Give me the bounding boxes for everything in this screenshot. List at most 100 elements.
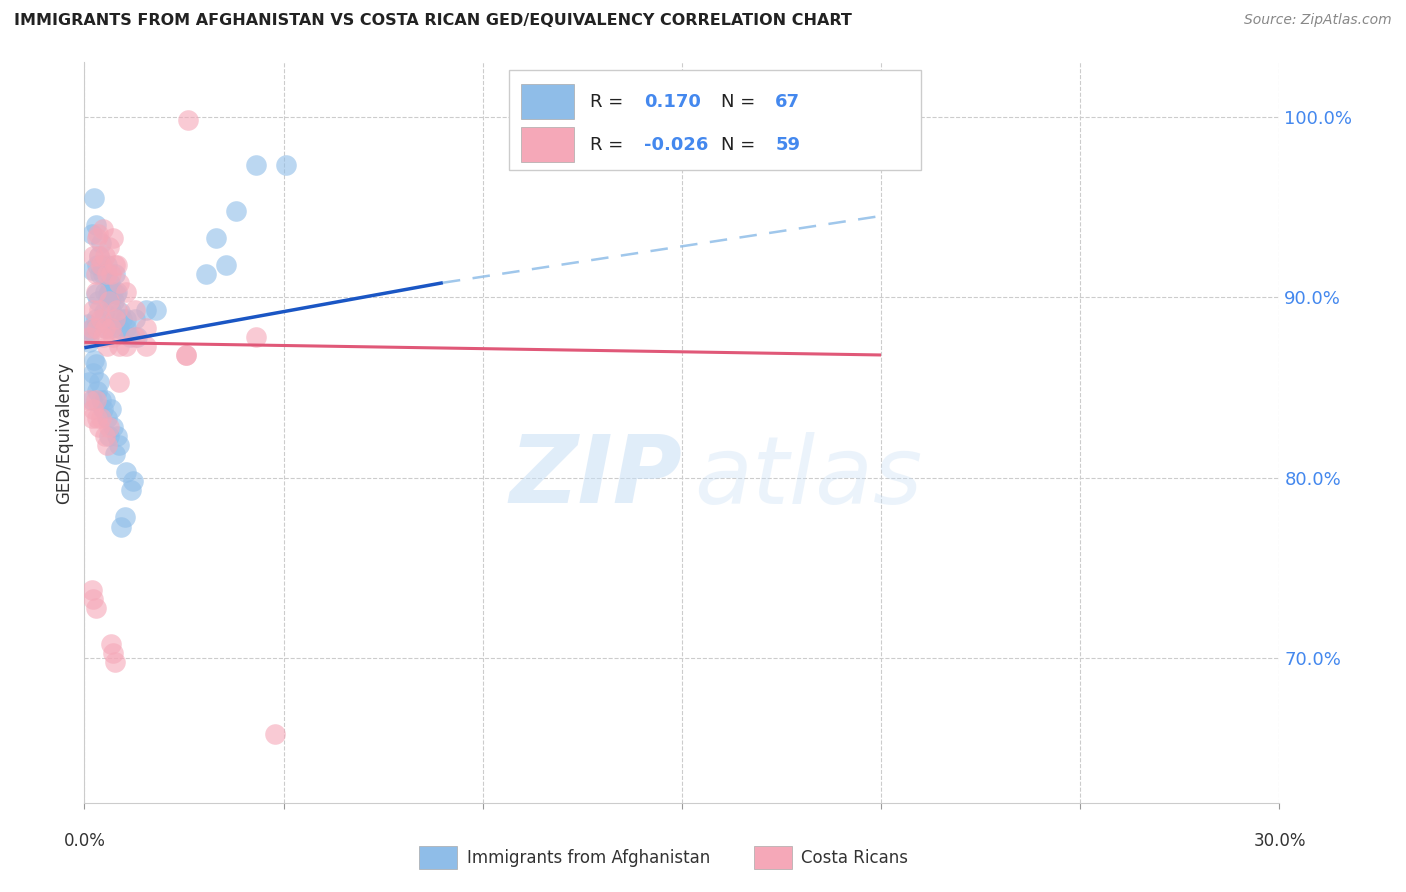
Point (174, 348, 197, 362)
FancyBboxPatch shape (520, 84, 575, 120)
Text: atlas: atlas (695, 432, 922, 523)
Point (135, 302, 157, 317)
Point (101, 420, 124, 434)
Point (82, 366, 104, 380)
Point (98, 285, 121, 299)
Point (96, 267, 118, 281)
Point (82, 402, 104, 417)
Point (77, 375, 100, 389)
FancyBboxPatch shape (520, 127, 575, 162)
Point (104, 267, 127, 281)
Point (94, 285, 117, 299)
Text: 0.170: 0.170 (644, 93, 700, 111)
Point (245, 330, 267, 344)
Point (104, 311, 127, 326)
Point (84, 218, 107, 232)
Point (77, 330, 100, 344)
Point (174, 348, 197, 362)
Point (100, 267, 122, 281)
Point (89, 249, 111, 263)
Point (82, 302, 104, 317)
Point (79, 323, 101, 337)
Point (83, 353, 105, 368)
FancyBboxPatch shape (754, 846, 792, 870)
Point (124, 330, 146, 344)
Point (135, 321, 157, 335)
Point (263, 727, 285, 741)
Point (80, 321, 103, 335)
Point (93, 304, 115, 318)
Text: Costa Ricans: Costa Ricans (801, 849, 908, 867)
Point (108, 438, 131, 452)
Point (101, 285, 124, 299)
Point (135, 339, 157, 353)
Point (101, 230, 124, 244)
Point (86, 411, 108, 425)
Point (115, 321, 138, 335)
Point (115, 311, 138, 326)
Point (205, 230, 228, 244)
Point (77, 335, 100, 350)
Point (86, 258, 108, 272)
Point (97, 286, 120, 301)
Point (111, 311, 134, 326)
Point (110, 304, 132, 318)
Point (96, 339, 118, 353)
Point (90, 311, 112, 326)
Point (93, 267, 115, 281)
Point (104, 258, 127, 272)
Point (84, 393, 107, 408)
FancyBboxPatch shape (419, 846, 457, 870)
Point (98, 420, 121, 434)
Point (110, 519, 132, 533)
Point (94, 249, 117, 263)
Point (96, 438, 118, 452)
Point (98, 429, 121, 443)
Text: 30.0%: 30.0% (1253, 832, 1306, 850)
Point (90, 258, 112, 272)
Point (104, 447, 127, 461)
Point (124, 311, 146, 326)
Point (105, 302, 128, 317)
Point (84, 267, 107, 281)
Point (89, 302, 111, 317)
Point (100, 637, 122, 651)
Text: 59: 59 (775, 136, 800, 153)
Point (80, 582, 103, 597)
Point (105, 286, 128, 301)
FancyBboxPatch shape (509, 70, 921, 169)
Point (84, 285, 107, 299)
Point (80, 393, 103, 408)
Text: ZIP: ZIP (509, 431, 682, 523)
Point (215, 258, 238, 272)
Y-axis label: GED/Equivalency: GED/Equivalency (55, 361, 73, 504)
Point (89, 267, 111, 281)
Point (194, 267, 217, 281)
Point (96, 258, 118, 272)
Text: -0.026: -0.026 (644, 136, 709, 153)
Point (115, 285, 138, 299)
Text: IMMIGRANTS FROM AFGHANISTAN VS COSTA RICAN GED/EQUIVALENCY CORRELATION CHART: IMMIGRANTS FROM AFGHANISTAN VS COSTA RIC… (14, 13, 852, 29)
Point (122, 475, 145, 489)
Point (105, 285, 128, 299)
Point (108, 375, 131, 389)
Point (100, 302, 122, 317)
Point (100, 321, 122, 335)
Point (86, 311, 108, 326)
Point (145, 302, 167, 317)
Point (93, 402, 115, 417)
Point (107, 321, 129, 335)
Point (94, 393, 117, 408)
Text: N =: N = (721, 136, 761, 153)
Text: N =: N = (721, 93, 761, 111)
Point (124, 302, 146, 317)
Point (84, 357, 107, 371)
Point (96, 411, 118, 425)
Text: 67: 67 (775, 93, 800, 111)
Point (87, 293, 110, 308)
Point (82, 249, 104, 263)
Point (82, 263, 104, 277)
Point (103, 293, 125, 308)
Point (82, 591, 104, 606)
Text: Immigrants from Afghanistan: Immigrants from Afghanistan (467, 849, 710, 867)
